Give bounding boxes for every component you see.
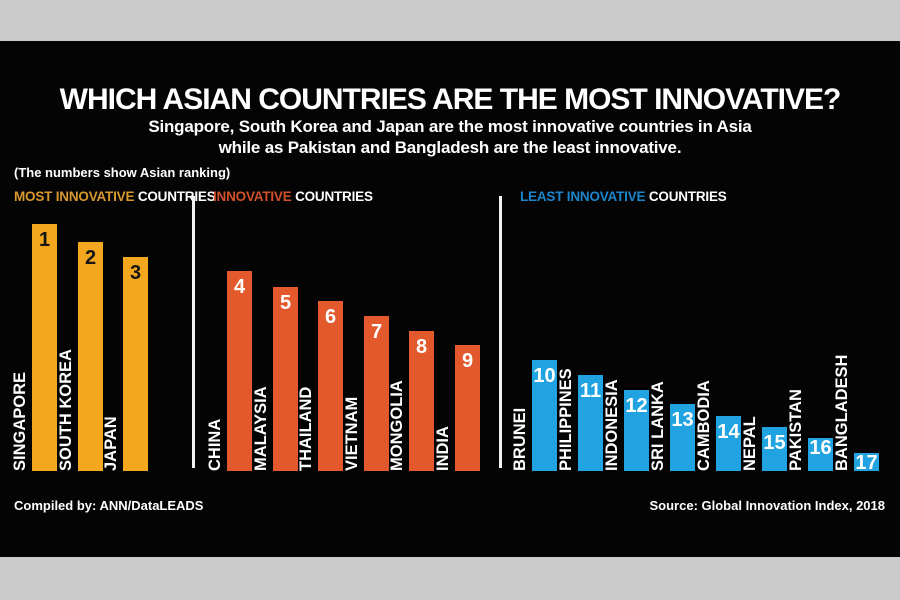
bar-country-label: MALAYSIA [252, 386, 270, 471]
bar-rank-number: 3 [129, 262, 142, 284]
bar-rank-number: 12 [625, 395, 648, 417]
bar-indonesia: 12 [624, 390, 649, 471]
bar-rank-number: 4 [233, 276, 246, 298]
group-header-rest: COUNTRIES [295, 189, 373, 204]
bar-rank-number: 7 [370, 321, 383, 343]
bar-rank-number: 10 [533, 365, 556, 387]
bar-brunei: 10 [532, 360, 557, 471]
compiled-by-credit: Compiled by: ANN/DataLEADS [14, 498, 204, 513]
bar-singapore: 1 [32, 224, 57, 471]
bar-rank-number: 11 [579, 380, 602, 402]
bar-rank-number: 6 [324, 306, 337, 328]
bar-malaysia: 5 [273, 287, 298, 471]
bar-rank-number: 15 [763, 432, 786, 454]
section-separator-line [192, 196, 195, 468]
bar-rank-number: 1 [38, 229, 51, 251]
bar-rank-number: 13 [671, 409, 694, 431]
bar-rank-number: 17 [855, 452, 878, 474]
page-subtitle: Singapore, South Korea and Japan are the… [0, 116, 900, 158]
bar-country-label: THAILAND [297, 386, 315, 471]
bar-nepal: 15 [762, 427, 787, 471]
bar-vietnam: 7 [364, 316, 389, 471]
bar-cambodia: 14 [716, 416, 741, 471]
bar-country-label: INDONESIA [603, 379, 621, 471]
bar-country-label: JAPAN [102, 416, 120, 471]
group-header: LEAST INNOVATIVE COUNTRIES [520, 189, 727, 204]
bar-rank-number: 8 [415, 336, 428, 358]
bar-rank-number: 5 [279, 292, 292, 314]
bar-country-label: CHINA [206, 418, 224, 471]
bar-country-label: SOUTH KOREA [57, 349, 75, 471]
bar-sri-lanka: 13 [670, 404, 695, 471]
group-header: MOST INNOVATIVE COUNTRIES [14, 189, 216, 204]
bar-country-label: PHILIPPINES [557, 368, 575, 471]
bar-country-label: BRUNEI [511, 407, 529, 471]
bar-rank-number: 14 [717, 421, 740, 443]
bar-country-label: BANGLADESH [833, 354, 851, 471]
bar-country-label: CAMBODIA [695, 380, 713, 471]
group-header-rest: COUNTRIES [137, 189, 216, 204]
subtitle-line-1: Singapore, South Korea and Japan are the… [148, 117, 752, 136]
bar-china: 4 [227, 271, 252, 471]
bar-country-label: VIETNAM [343, 396, 361, 471]
bar-south-korea: 2 [78, 242, 103, 471]
group-header-highlight: LEAST INNOVATIVE [520, 189, 649, 204]
bar-mongolia: 8 [409, 331, 434, 471]
group-header: INNOVATIVE COUNTRIES [213, 189, 373, 204]
bar-pakistan: 16 [808, 438, 833, 471]
bar-country-label: SINGAPORE [11, 371, 29, 471]
bar-country-label: INDIA [434, 426, 452, 471]
bar-japan: 3 [123, 257, 148, 471]
section-separator-line [499, 196, 502, 468]
subtitle-line-2: while as Pakistan and Bangladesh are the… [218, 138, 682, 157]
bar-country-label: SRI LANKA [649, 381, 667, 471]
group-header-highlight: INNOVATIVE [213, 189, 296, 204]
bar-rank-number: 9 [461, 350, 474, 372]
bar-country-label: NEPAL [741, 416, 759, 471]
ranking-note: (The numbers show Asian ranking) [14, 165, 231, 180]
group-header-rest: COUNTRIES [648, 189, 727, 204]
page-title: WHICH ASIAN COUNTRIES ARE THE MOST INNOV… [59, 83, 842, 116]
bar-india: 9 [455, 345, 480, 471]
group-header-highlight: MOST INNOVATIVE [14, 189, 138, 204]
bar-rank-number: 16 [809, 437, 832, 459]
bar-thailand: 6 [318, 301, 343, 471]
source-credit: Source: Global Innovation Index, 2018 [649, 498, 886, 513]
bar-rank-number: 2 [84, 247, 97, 269]
bar-bangladesh: 17 [854, 452, 879, 474]
black-panel: WHICH ASIAN COUNTRIES ARE THE MOST INNOV… [0, 41, 900, 557]
bar-country-label: MONGOLIA [388, 380, 406, 471]
bar-philippines: 11 [578, 375, 603, 471]
bar-country-label: PAKISTAN [787, 389, 805, 471]
